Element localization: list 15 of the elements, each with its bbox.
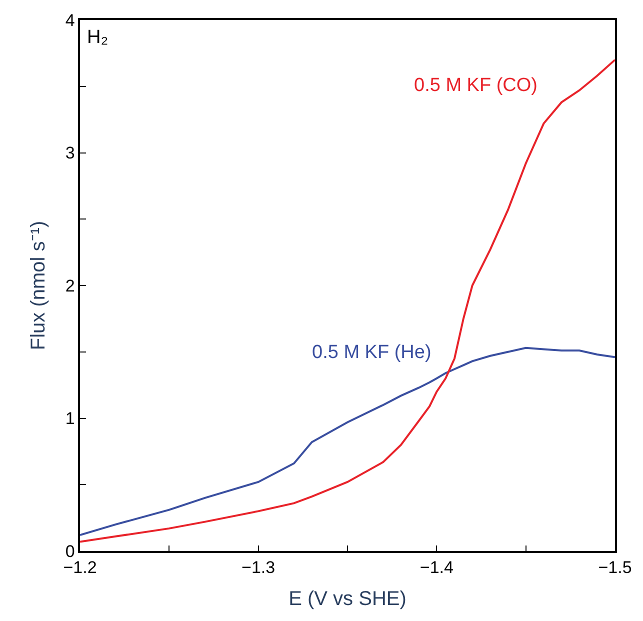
y-tick-label: 0 (65, 542, 75, 561)
y-tick-label: 1 (65, 409, 75, 428)
series-label: 0.5 M KF (He) (312, 342, 432, 363)
y-tick-label: 4 (65, 10, 75, 30)
x-tick-label: −1.5 (598, 558, 632, 578)
x-tick-label: −1.4 (420, 558, 454, 578)
annotation: H₂ (87, 27, 108, 48)
y-tick-label: 2 (65, 276, 75, 296)
x-tick-label: −1.2 (63, 558, 97, 578)
y-axis-title: Flux (nmol s⁻¹) (27, 220, 50, 350)
series-label: 0.5 M KF (CO) (414, 75, 538, 96)
x-axis-title: E (V vs SHE) (288, 588, 406, 610)
y-tick-label: 3 (65, 144, 75, 163)
x-tick-label: −1.3 (242, 558, 276, 578)
line-series (80, 58, 615, 543)
